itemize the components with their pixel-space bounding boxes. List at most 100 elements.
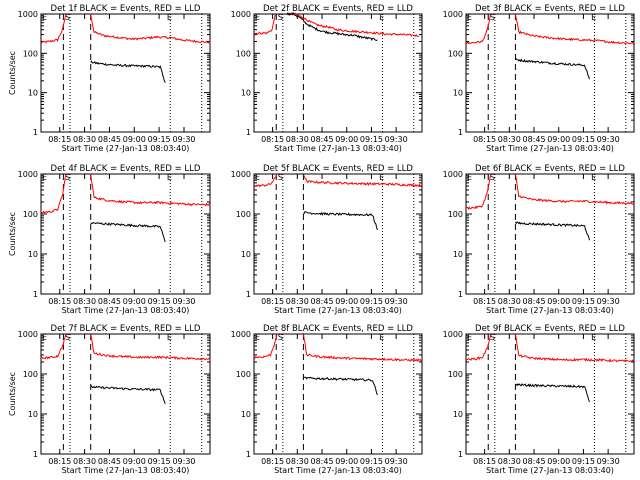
- event-marker: E: [167, 173, 172, 182]
- panel-title: Det 9f BLACK = Events, RED = LLD: [475, 324, 625, 334]
- y-tick-label: 10: [241, 410, 251, 419]
- event-marker: S: [490, 13, 495, 22]
- x-axis-label: Start Time (27-Jan-13 08:03:40): [62, 144, 190, 153]
- y-tick-label: 10: [453, 250, 463, 259]
- lld-series-line: [253, 333, 278, 360]
- events-series-line: [514, 221, 590, 241]
- y-tick-label: 1000: [443, 10, 463, 19]
- x-axis-label: Start Time (27-Jan-13 08:03:40): [486, 306, 614, 315]
- lld-series-line: [40, 13, 67, 44]
- lld-series-line: [302, 174, 422, 188]
- y-tick-label: 10: [453, 410, 463, 419]
- y-tick-label: 1: [33, 128, 38, 137]
- x-tick-label: 08:30: [498, 135, 521, 144]
- y-tick-label: 1: [33, 450, 38, 459]
- x-tick-label: 08:30: [73, 135, 96, 144]
- event-marker: E: [167, 333, 172, 342]
- x-tick-label: 08:30: [286, 457, 309, 466]
- event-marker: E: [591, 173, 596, 182]
- x-tick-label: 08:15: [261, 135, 284, 144]
- events-series-line: [303, 376, 378, 396]
- lld-series-line: [40, 173, 67, 214]
- panel-title: Det 6f BLACK = Events, RED = LLD: [475, 164, 625, 174]
- x-tick-label: 09:00: [123, 135, 146, 144]
- plot-frame: [465, 333, 635, 455]
- x-tick-label: 08:15: [261, 457, 284, 466]
- x-tick-label: 09:00: [335, 457, 358, 466]
- x-axis-label: Start Time (27-Jan-13 08:03:40): [486, 466, 614, 475]
- x-tick-label: 08:30: [73, 457, 96, 466]
- event-marker: S: [65, 333, 70, 342]
- panel-7: Det 7f BLACK = Events, RED = LLD 1 10 100 10…: [8, 324, 211, 475]
- lld-series-line: [90, 13, 211, 44]
- x-tick-label: 08:45: [98, 457, 121, 466]
- x-tick-label: 08:45: [98, 297, 121, 306]
- y-tick-label: 100: [23, 210, 38, 219]
- event-marker: E: [167, 13, 172, 22]
- x-tick-label: 08:45: [98, 135, 121, 144]
- x-tick-label: 08:45: [522, 457, 545, 466]
- panel-title: Det 2f BLACK = Events, RED = LLD: [263, 4, 413, 14]
- event-marker: S: [490, 333, 495, 342]
- panel-5: Det 5f BLACK = Events, RED = LLD 1 10 100 10…: [231, 164, 423, 315]
- y-axis-label: Counts/sec: [8, 372, 17, 416]
- panel-9: Det 9f BLACK = Events, RED = LLD 1 10 100 10…: [443, 324, 635, 475]
- x-tick-label: 09:15: [572, 135, 595, 144]
- y-tick-label: 10: [453, 89, 463, 98]
- event-marker: E: [467, 13, 472, 22]
- y-tick-label: 10: [28, 250, 38, 259]
- x-tick-label: 08:30: [73, 297, 96, 306]
- panel-title: Det 1f BLACK = Events, RED = LLD: [51, 4, 201, 14]
- lld-series-line: [514, 173, 635, 206]
- panel-3: Det 3f BLACK = Events, RED = LLD 1 10 100 10…: [443, 4, 635, 153]
- lld-series-line: [253, 173, 278, 188]
- x-tick-label: 08:15: [48, 297, 71, 306]
- events-series-line: [286, 12, 378, 42]
- y-axis-label: Counts/sec: [8, 212, 17, 256]
- events-series-line: [90, 60, 166, 83]
- y-tick-label: 1: [246, 290, 251, 299]
- y-tick-label: 100: [23, 49, 38, 58]
- x-axis-label: Start Time (27-Jan-13 08:03:40): [274, 466, 402, 475]
- x-tick-label: 09:15: [360, 457, 383, 466]
- lld-series-line: [302, 332, 423, 363]
- x-tick-label: 09:30: [385, 135, 408, 144]
- lld-series-line: [465, 173, 492, 210]
- x-axis-label: Start Time (27-Jan-13 08:03:40): [62, 306, 190, 315]
- x-tick-label: 08:45: [522, 135, 545, 144]
- x-tick-label: 08:15: [48, 457, 71, 466]
- x-tick-label: 08:15: [48, 135, 71, 144]
- x-tick-label: 08:15: [473, 297, 496, 306]
- event-marker: E: [42, 333, 47, 342]
- x-tick-label: 09:00: [335, 297, 358, 306]
- event-marker: S: [278, 13, 283, 22]
- x-tick-label: 08:45: [310, 135, 333, 144]
- y-tick-label: 10: [241, 89, 251, 98]
- y-tick-label: 1000: [231, 170, 251, 179]
- lld-series-line: [514, 333, 635, 363]
- panel-title: Det 4f BLACK = Events, RED = LLD: [51, 164, 201, 174]
- x-tick-label: 09:30: [172, 297, 195, 306]
- plot-frame: [40, 173, 211, 295]
- y-tick-label: 10: [28, 410, 38, 419]
- event-marker: E: [255, 333, 260, 342]
- x-tick-label: 08:45: [310, 457, 333, 466]
- events-series-line: [303, 211, 378, 231]
- plot-frame: [40, 13, 211, 133]
- lld-series-line: [465, 333, 492, 361]
- x-tick-label: 09:15: [572, 457, 595, 466]
- panel-title: Det 3f BLACK = Events, RED = LLD: [475, 4, 625, 14]
- x-tick-label: 09:00: [547, 135, 570, 144]
- event-marker: E: [42, 173, 47, 182]
- event-marker: E: [255, 173, 260, 182]
- panel-4: Det 4f BLACK = Events, RED = LLD 1 10 100 10…: [8, 164, 211, 315]
- y-tick-label: 100: [448, 210, 463, 219]
- event-marker: S: [278, 333, 283, 342]
- y-tick-label: 1000: [18, 10, 38, 19]
- x-tick-label: 08:45: [522, 297, 545, 306]
- y-tick-label: 100: [236, 210, 251, 219]
- x-tick-label: 08:15: [473, 135, 496, 144]
- y-tick-label: 1: [246, 128, 251, 137]
- x-tick-label: 09:15: [360, 135, 383, 144]
